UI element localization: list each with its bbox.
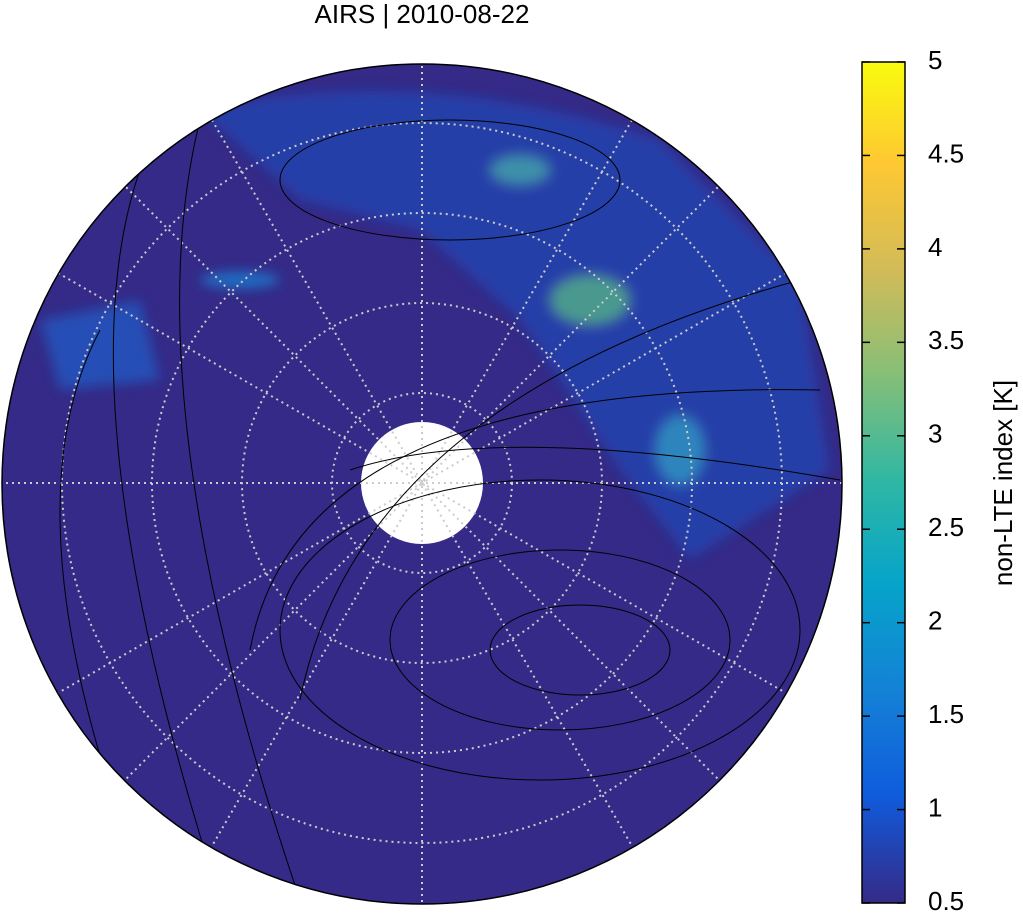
map-border bbox=[1, 63, 843, 905]
colorbar-label: non-LTE index [K] bbox=[988, 380, 1018, 586]
tick-label: 4 bbox=[928, 232, 942, 262]
tick-label: 3 bbox=[928, 419, 942, 449]
tick-label: 4.5 bbox=[928, 138, 964, 168]
tick-label: 2.5 bbox=[928, 512, 964, 542]
title: AIRS | 2010-08-22 bbox=[315, 0, 530, 29]
tick-label: 3.5 bbox=[928, 325, 964, 355]
map bbox=[2, 64, 842, 904]
colorbar bbox=[861, 61, 906, 904]
colorbar-scale bbox=[861, 61, 906, 904]
tick-label: 2 bbox=[928, 606, 942, 636]
tick-label: 0.5 bbox=[928, 886, 964, 913]
tick-label: 1 bbox=[928, 792, 942, 822]
tick-label: 1.5 bbox=[928, 699, 964, 729]
tick-label: 5 bbox=[928, 45, 942, 75]
